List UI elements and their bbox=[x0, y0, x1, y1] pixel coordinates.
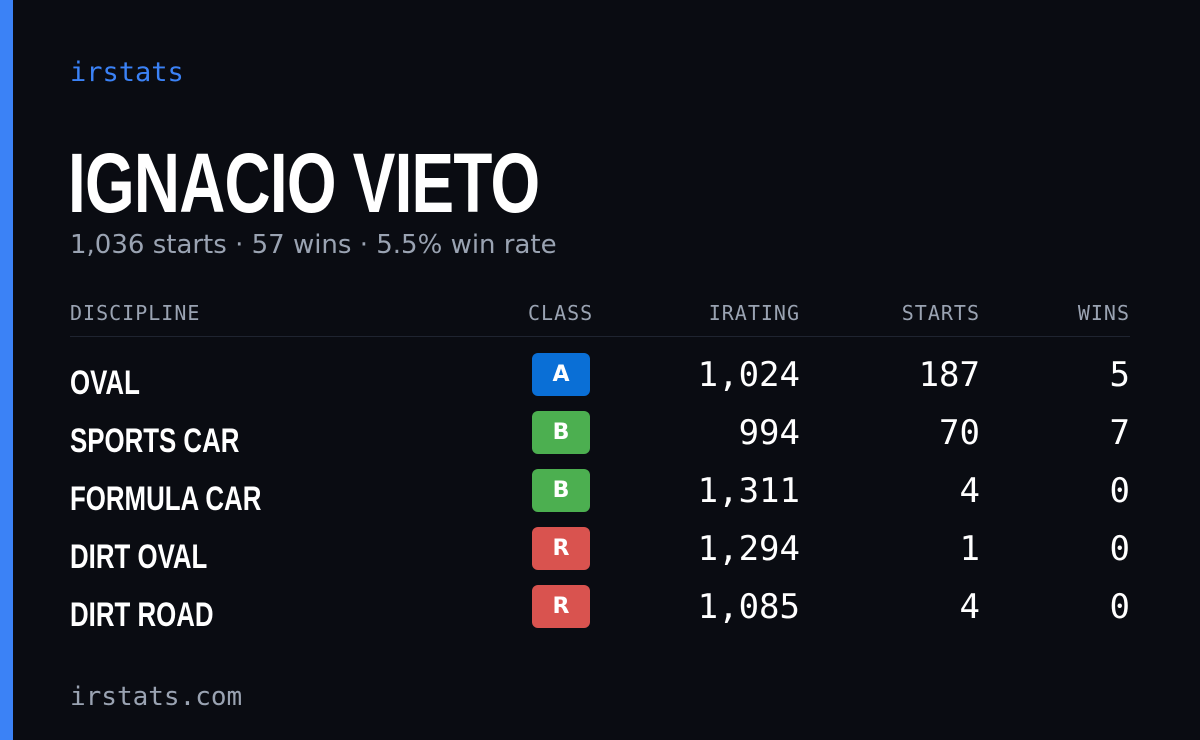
starts-value: 1 bbox=[959, 529, 980, 569]
irating-value: 1,311 bbox=[697, 471, 800, 511]
header-starts: STARTS bbox=[901, 301, 980, 325]
irating-value: 1,294 bbox=[697, 529, 800, 569]
wins-value: 5 bbox=[1109, 355, 1130, 395]
class-badge: R bbox=[532, 585, 590, 628]
starts-value: 70 bbox=[939, 413, 980, 453]
class-badge: R bbox=[532, 527, 590, 570]
discipline-name: DIRT ROAD bbox=[70, 596, 214, 634]
footer-url: irstats.com bbox=[70, 682, 243, 712]
class-badge: A bbox=[532, 353, 590, 396]
player-name: IGNACIO VIETO bbox=[68, 136, 540, 230]
table-row: SPORTS CAR B 994 70 7 bbox=[70, 411, 1130, 469]
discipline-name: DIRT OVAL bbox=[70, 538, 208, 576]
header-irating: IRATING bbox=[708, 301, 800, 325]
table-row: DIRT ROAD R 1,085 4 0 bbox=[70, 585, 1130, 643]
irating-value: 1,085 bbox=[697, 587, 800, 627]
ratings-table: DISCIPLINE CLASS IRATING STARTS WINS OVA… bbox=[70, 296, 1130, 643]
table-body: OVAL A 1,024 187 5 SPORTS CAR B 994 70 7… bbox=[70, 353, 1130, 643]
wins-value: 0 bbox=[1109, 529, 1130, 569]
player-summary: 1,036 starts · 57 wins · 5.5% win rate bbox=[70, 230, 557, 260]
discipline-name: OVAL bbox=[70, 364, 140, 402]
table-row: FORMULA CAR B 1,311 4 0 bbox=[70, 469, 1130, 527]
starts-value: 4 bbox=[959, 587, 980, 627]
wins-value: 0 bbox=[1109, 471, 1130, 511]
starts-value: 4 bbox=[959, 471, 980, 511]
discipline-name: FORMULA CAR bbox=[70, 480, 262, 518]
header-wins: WINS bbox=[1077, 301, 1130, 325]
table-row: DIRT OVAL R 1,294 1 0 bbox=[70, 527, 1130, 585]
header-class: CLASS bbox=[528, 301, 594, 325]
class-badge: B bbox=[532, 469, 590, 512]
header-discipline: DISCIPLINE bbox=[70, 301, 201, 325]
discipline-name: SPORTS CAR bbox=[70, 422, 240, 460]
irating-value: 1,024 bbox=[697, 355, 800, 395]
table-row: OVAL A 1,024 187 5 bbox=[70, 353, 1130, 411]
brand-logo: irstats bbox=[70, 57, 184, 88]
class-badge: B bbox=[532, 411, 590, 454]
starts-value: 187 bbox=[918, 355, 980, 395]
wins-value: 0 bbox=[1109, 587, 1130, 627]
table-header: DISCIPLINE CLASS IRATING STARTS WINS bbox=[70, 296, 1130, 337]
irating-value: 994 bbox=[738, 413, 800, 453]
wins-value: 7 bbox=[1109, 413, 1130, 453]
accent-bar bbox=[0, 0, 13, 740]
